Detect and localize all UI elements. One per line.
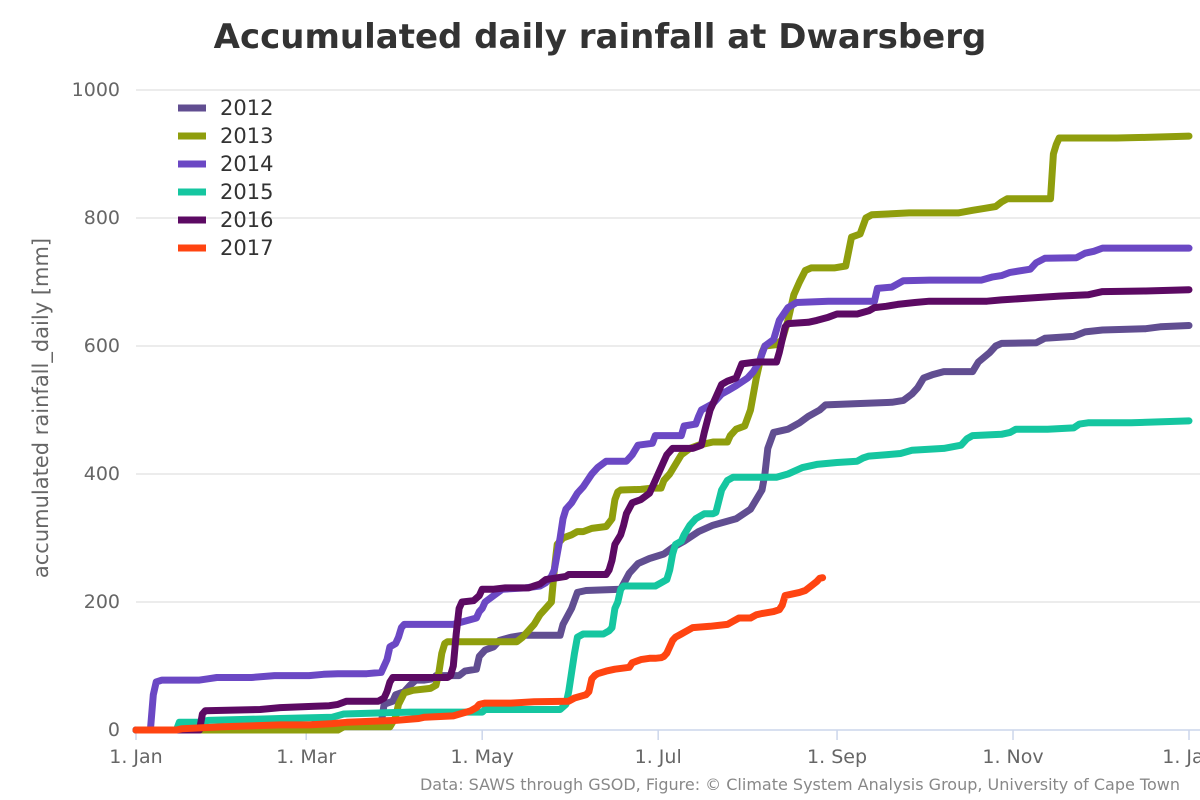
legend[interactable]: 2012 2013 2014 2015 2016 2017 [178,96,273,260]
x-tick-label: 1. Jan [109,746,162,768]
y-tick-label: 0 [108,719,120,741]
x-tick-label: 1. Sep [807,746,867,768]
y-axis-title: accumulated rainfall_daily [mm] [29,238,54,578]
x-tick-label: 1. Jul [635,746,682,768]
legend-item-2016[interactable]: 2016 [178,208,273,232]
x-tick-label: 1. Mar [276,746,336,768]
legend-label: 2017 [220,236,273,260]
legend-item-2015[interactable]: 2015 [178,180,273,204]
legend-label: 2014 [220,152,273,176]
y-tick-label: 400 [84,463,120,485]
series-line-2015[interactable] [132,417,1193,734]
legend-label: 2015 [220,180,273,204]
series-line-2016[interactable] [132,286,1193,734]
x-tick-label: 1. Jan [1162,746,1200,768]
credits[interactable]: Data: SAWS through GSOD, Figure: © Clima… [420,775,1180,794]
y-tick-label: 200 [84,591,120,613]
legend-label: 2012 [220,96,273,120]
y-tick-label: 1000 [72,79,120,101]
legend-item-2013[interactable]: 2013 [178,124,273,148]
series-lines [132,132,1193,734]
legend-item-2012[interactable]: 2012 [178,96,273,120]
y-tick-label: 800 [84,207,120,229]
x-tick-label: 1. May [450,746,513,768]
x-axis: 1. Jan 1. Mar 1. May 1. Jul 1. Sep 1. Nov 1. J… [109,729,1200,768]
legend-item-2017[interactable]: 2017 [178,236,273,260]
legend-label: 2016 [220,208,273,232]
y-tick-label: 600 [84,335,120,357]
legend-label: 2013 [220,124,273,148]
series-line-2017[interactable] [132,574,827,734]
x-tick-label: 1. Nov [982,746,1043,768]
series-line-2014[interactable] [132,244,1193,734]
legend-item-2014[interactable]: 2014 [178,152,273,176]
y-axis: 0 200 400 600 800 1000 [72,79,120,741]
chart-title: Accumulated daily rainfall at Dwarsberg [214,17,987,57]
